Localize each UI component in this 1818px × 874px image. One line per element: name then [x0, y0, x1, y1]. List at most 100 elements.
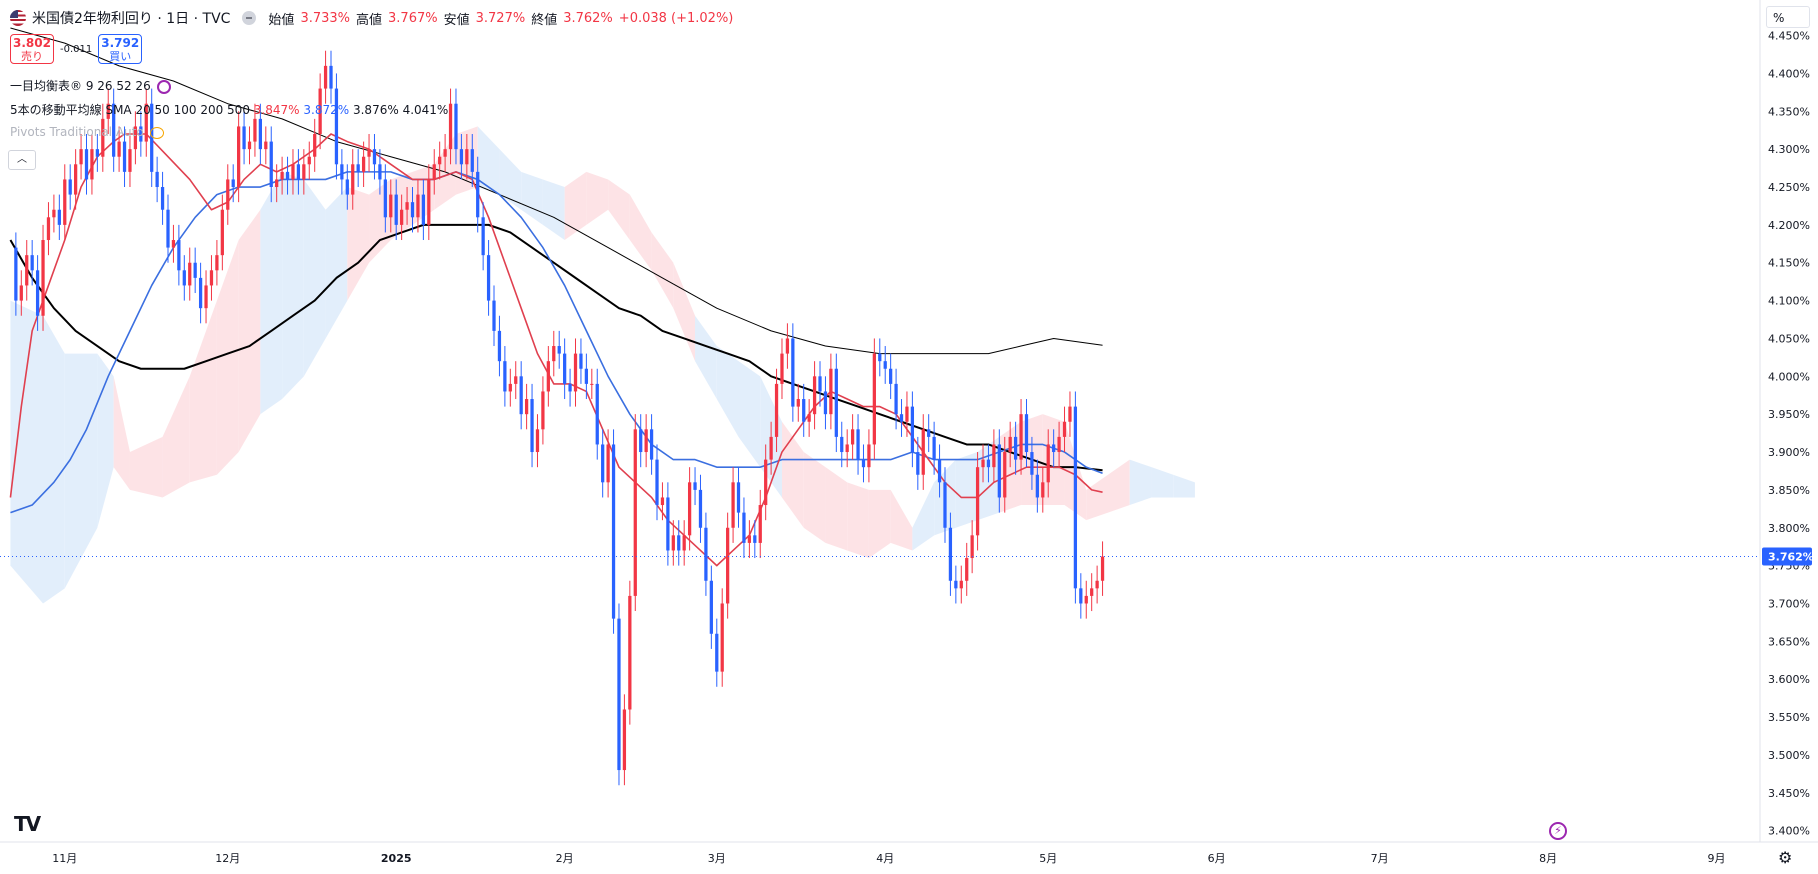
candle-body: [878, 353, 882, 362]
x-tick-label: 8月: [1539, 852, 1557, 865]
candle-body: [1008, 436, 1012, 453]
cloud-segment: [695, 315, 717, 400]
cloud-segment: [64, 353, 98, 589]
candle-body: [633, 429, 637, 596]
sell-button[interactable]: 3.802 売り: [10, 34, 54, 64]
y-tick-label: 3.800%: [1768, 522, 1810, 535]
candle-body: [171, 240, 176, 248]
candle-body: [617, 618, 621, 771]
candle-body: [639, 429, 643, 453]
candle-body: [1073, 406, 1078, 589]
cloud-segment: [260, 171, 283, 415]
candle-body: [334, 88, 339, 165]
symbol-title[interactable]: 米国債2年物利回り · 1日 · TVC: [32, 11, 231, 27]
low-value: 3.727%: [475, 10, 526, 26]
unit-button[interactable]: %: [1766, 6, 1810, 28]
candle-body: [709, 580, 713, 634]
candle-body: [313, 134, 317, 157]
high-value: 3.767%: [388, 10, 438, 26]
y-tick-label: 3.600%: [1768, 673, 1810, 686]
candle-body: [736, 482, 741, 513]
candle-body: [747, 535, 752, 543]
candle-body: [1030, 452, 1034, 475]
cloud-segment: [955, 452, 978, 528]
cloud-segment: [113, 376, 130, 490]
cloud-segment: [825, 467, 848, 551]
cloud-segment: [868, 489, 891, 559]
high-label: 高値: [356, 12, 383, 28]
cloud-segment: [586, 171, 609, 225]
cloud-segment: [499, 149, 522, 210]
indicator-pivots[interactable]: Pivots Traditional Auto: [10, 125, 164, 139]
candle-body: [829, 368, 833, 415]
cloud-segment: [238, 209, 261, 453]
lightning-icon[interactable]: ⚡: [1549, 822, 1567, 840]
candle-body: [1090, 588, 1094, 596]
candle-body: [465, 149, 469, 165]
candle-body: [106, 103, 110, 119]
candle-body: [443, 149, 447, 157]
candle-body: [595, 383, 599, 445]
candle-body: [628, 595, 632, 710]
candle-body: [867, 444, 871, 468]
candle-body: [356, 164, 360, 172]
sma-value-1: 3.847%: [253, 103, 300, 117]
eye-hidden-icon[interactable]: [149, 126, 164, 139]
candle-body: [389, 194, 393, 218]
y-tick-label: 4.350%: [1768, 105, 1810, 118]
candle-body: [318, 88, 322, 135]
candle-body: [112, 103, 116, 157]
candle-body: [285, 171, 290, 180]
candle-body: [1095, 580, 1099, 589]
hide-legend-icon[interactable]: [242, 11, 257, 25]
indicator-sma[interactable]: 5本の移動平均線 SMA 20 50 100 200 500 3.847% 3.…: [10, 101, 448, 118]
candle-body: [68, 179, 72, 195]
candle-body: [807, 414, 811, 422]
candle-body: [128, 149, 132, 172]
candle-body: [1057, 436, 1061, 453]
cloud-segment: [162, 376, 190, 498]
candle-body: [948, 527, 953, 581]
candle-body: [470, 149, 474, 172]
sell-label: 売り: [21, 50, 43, 63]
candle-body: [84, 149, 89, 180]
candle-body: [427, 179, 431, 225]
indicator-ichimoku[interactable]: 一目均衡表® 9 26 52 26: [10, 77, 171, 94]
candle-body: [237, 126, 241, 188]
candle-body: [840, 436, 844, 453]
candle-body: [497, 330, 502, 362]
buy-value: 3.792: [101, 36, 140, 50]
x-tick-label: 2月: [556, 852, 574, 865]
candle-body: [345, 179, 349, 195]
candle-body: [557, 346, 561, 354]
candle-body: [524, 399, 529, 415]
collapse-legend-button[interactable]: ︿: [8, 150, 36, 170]
cloud-segment: [10, 300, 44, 604]
candle-body: [601, 444, 605, 483]
y-tick-label: 4.300%: [1768, 143, 1810, 156]
buy-button[interactable]: 3.792 買い: [98, 34, 143, 64]
gear-icon[interactable]: ⚙: [1778, 848, 1793, 867]
cycle-icon[interactable]: [156, 79, 171, 94]
x-tick-label: 7月: [1371, 852, 1389, 865]
candle-body: [1079, 588, 1083, 604]
cloud-segment: [216, 240, 239, 475]
cloud-segment: [803, 452, 826, 543]
tradingview-logo-icon[interactable]: TV: [14, 812, 41, 836]
unit-label: %: [1773, 11, 1785, 25]
candle-body: [943, 482, 947, 528]
candle-body: [1084, 595, 1088, 604]
candle-body: [280, 171, 284, 180]
low-label: 安値: [443, 12, 470, 28]
cloud-segment: [303, 179, 326, 377]
sma-value-4: 4.041%: [402, 103, 449, 117]
candle-body: [296, 164, 301, 180]
open-label: 始値: [268, 12, 295, 28]
candle-body: [563, 353, 567, 384]
cloud-segment: [325, 187, 348, 339]
candle-body: [144, 103, 148, 142]
candle-body: [590, 383, 594, 385]
candle-body: [1100, 556, 1105, 581]
candle-body: [530, 399, 534, 453]
